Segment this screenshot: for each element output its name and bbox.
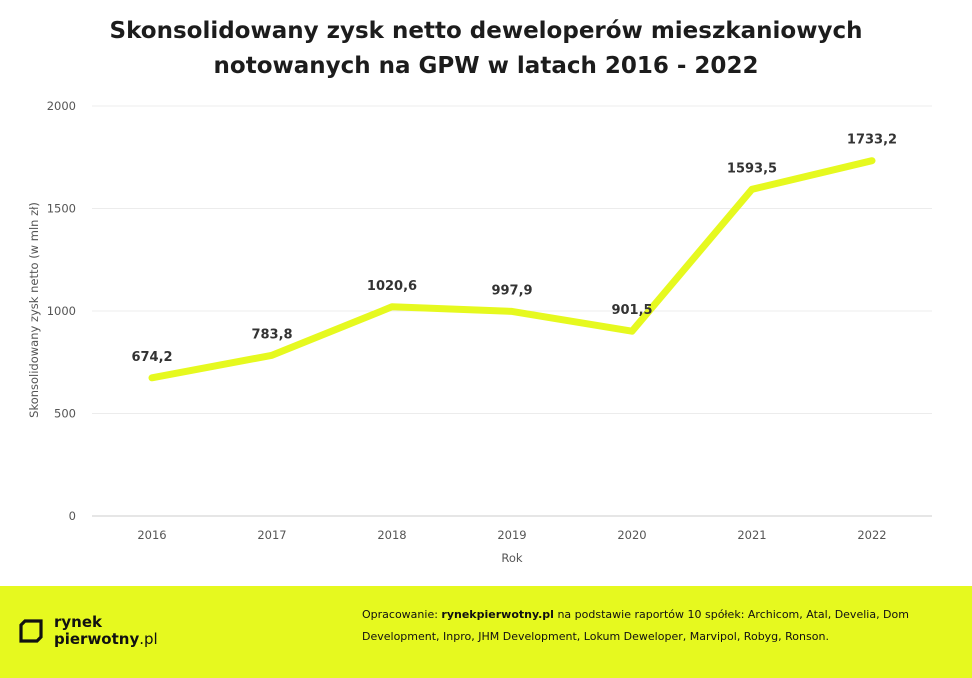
data-point bbox=[749, 186, 755, 193]
y-tick-label: 1500 bbox=[47, 202, 76, 216]
data-label: 1733,2 bbox=[847, 133, 897, 148]
logo-text-bold: pierwotny bbox=[54, 630, 140, 648]
x-tick-label: 2018 bbox=[377, 528, 406, 542]
data-labels: 674,2 783,8 1020,6 997,9 901,5 1593,5 1733,2 bbox=[131, 133, 897, 365]
data-label: 1020,6 bbox=[367, 279, 417, 294]
logo-mark-icon bbox=[19, 619, 43, 643]
source-description: na podstawie raportów 10 spółek: Archico… bbox=[362, 608, 909, 643]
x-tick-label: 2017 bbox=[257, 528, 286, 542]
logo-text-domain: .pl bbox=[139, 630, 158, 648]
data-label: 783,8 bbox=[251, 327, 292, 342]
chart-title: Skonsolidowany zysk netto deweloperów mi… bbox=[0, 14, 972, 84]
data-point bbox=[629, 328, 635, 335]
source-site: rynekpierwotny.pl bbox=[441, 608, 554, 621]
logo-text-line-1: rynek bbox=[54, 613, 103, 631]
data-point bbox=[869, 157, 875, 164]
y-tick-label: 0 bbox=[69, 509, 76, 523]
logo-text-line-2: pierwotny.pl bbox=[54, 631, 214, 648]
x-axis-title: Rok bbox=[501, 551, 523, 565]
data-label: 997,9 bbox=[491, 283, 532, 298]
x-tick-label: 2021 bbox=[737, 528, 766, 542]
source-note: Opracowanie: rynekpierwotny.pl na podsta… bbox=[362, 604, 947, 648]
data-label: 674,2 bbox=[131, 350, 172, 365]
x-axis-ticks: 2016 2017 2018 2019 2020 2021 2022 bbox=[137, 528, 886, 542]
x-tick-label: 2019 bbox=[497, 528, 526, 542]
source-prefix: Opracowanie: bbox=[362, 608, 442, 621]
data-label: 901,5 bbox=[611, 303, 652, 318]
chart-title-line-1: Skonsolidowany zysk netto deweloperów mi… bbox=[109, 18, 863, 44]
data-label: 1593,5 bbox=[727, 161, 777, 176]
chart-title-line-2: notowanych na GPW w latach 2016 - 2022 bbox=[213, 53, 759, 79]
logo-text: rynek pierwotny.pl bbox=[54, 614, 214, 648]
y-tick-label: 500 bbox=[54, 407, 76, 421]
x-tick-label: 2016 bbox=[137, 528, 166, 542]
data-point bbox=[149, 374, 155, 381]
line-chart: 0 500 1000 1500 2000 2016 2017 2018 2019 2020 202… bbox=[27, 99, 932, 565]
data-point bbox=[269, 352, 275, 359]
series-zysk-netto bbox=[148, 157, 876, 382]
x-tick-label: 2020 bbox=[617, 528, 646, 542]
y-axis-ticks: 0 500 1000 1500 2000 bbox=[47, 99, 76, 523]
footer-bar: rynek pierwotny.pl Opracowanie: rynekpie… bbox=[0, 586, 972, 678]
y-axis-title: Skonsolidowany zysk netto (w mln zł) bbox=[27, 202, 41, 418]
data-point bbox=[509, 308, 515, 315]
series-line bbox=[148, 157, 876, 382]
x-tick-label: 2022 bbox=[857, 528, 886, 542]
y-tick-label: 1000 bbox=[47, 304, 76, 318]
y-tick-label: 2000 bbox=[47, 99, 76, 113]
data-point bbox=[389, 303, 395, 310]
